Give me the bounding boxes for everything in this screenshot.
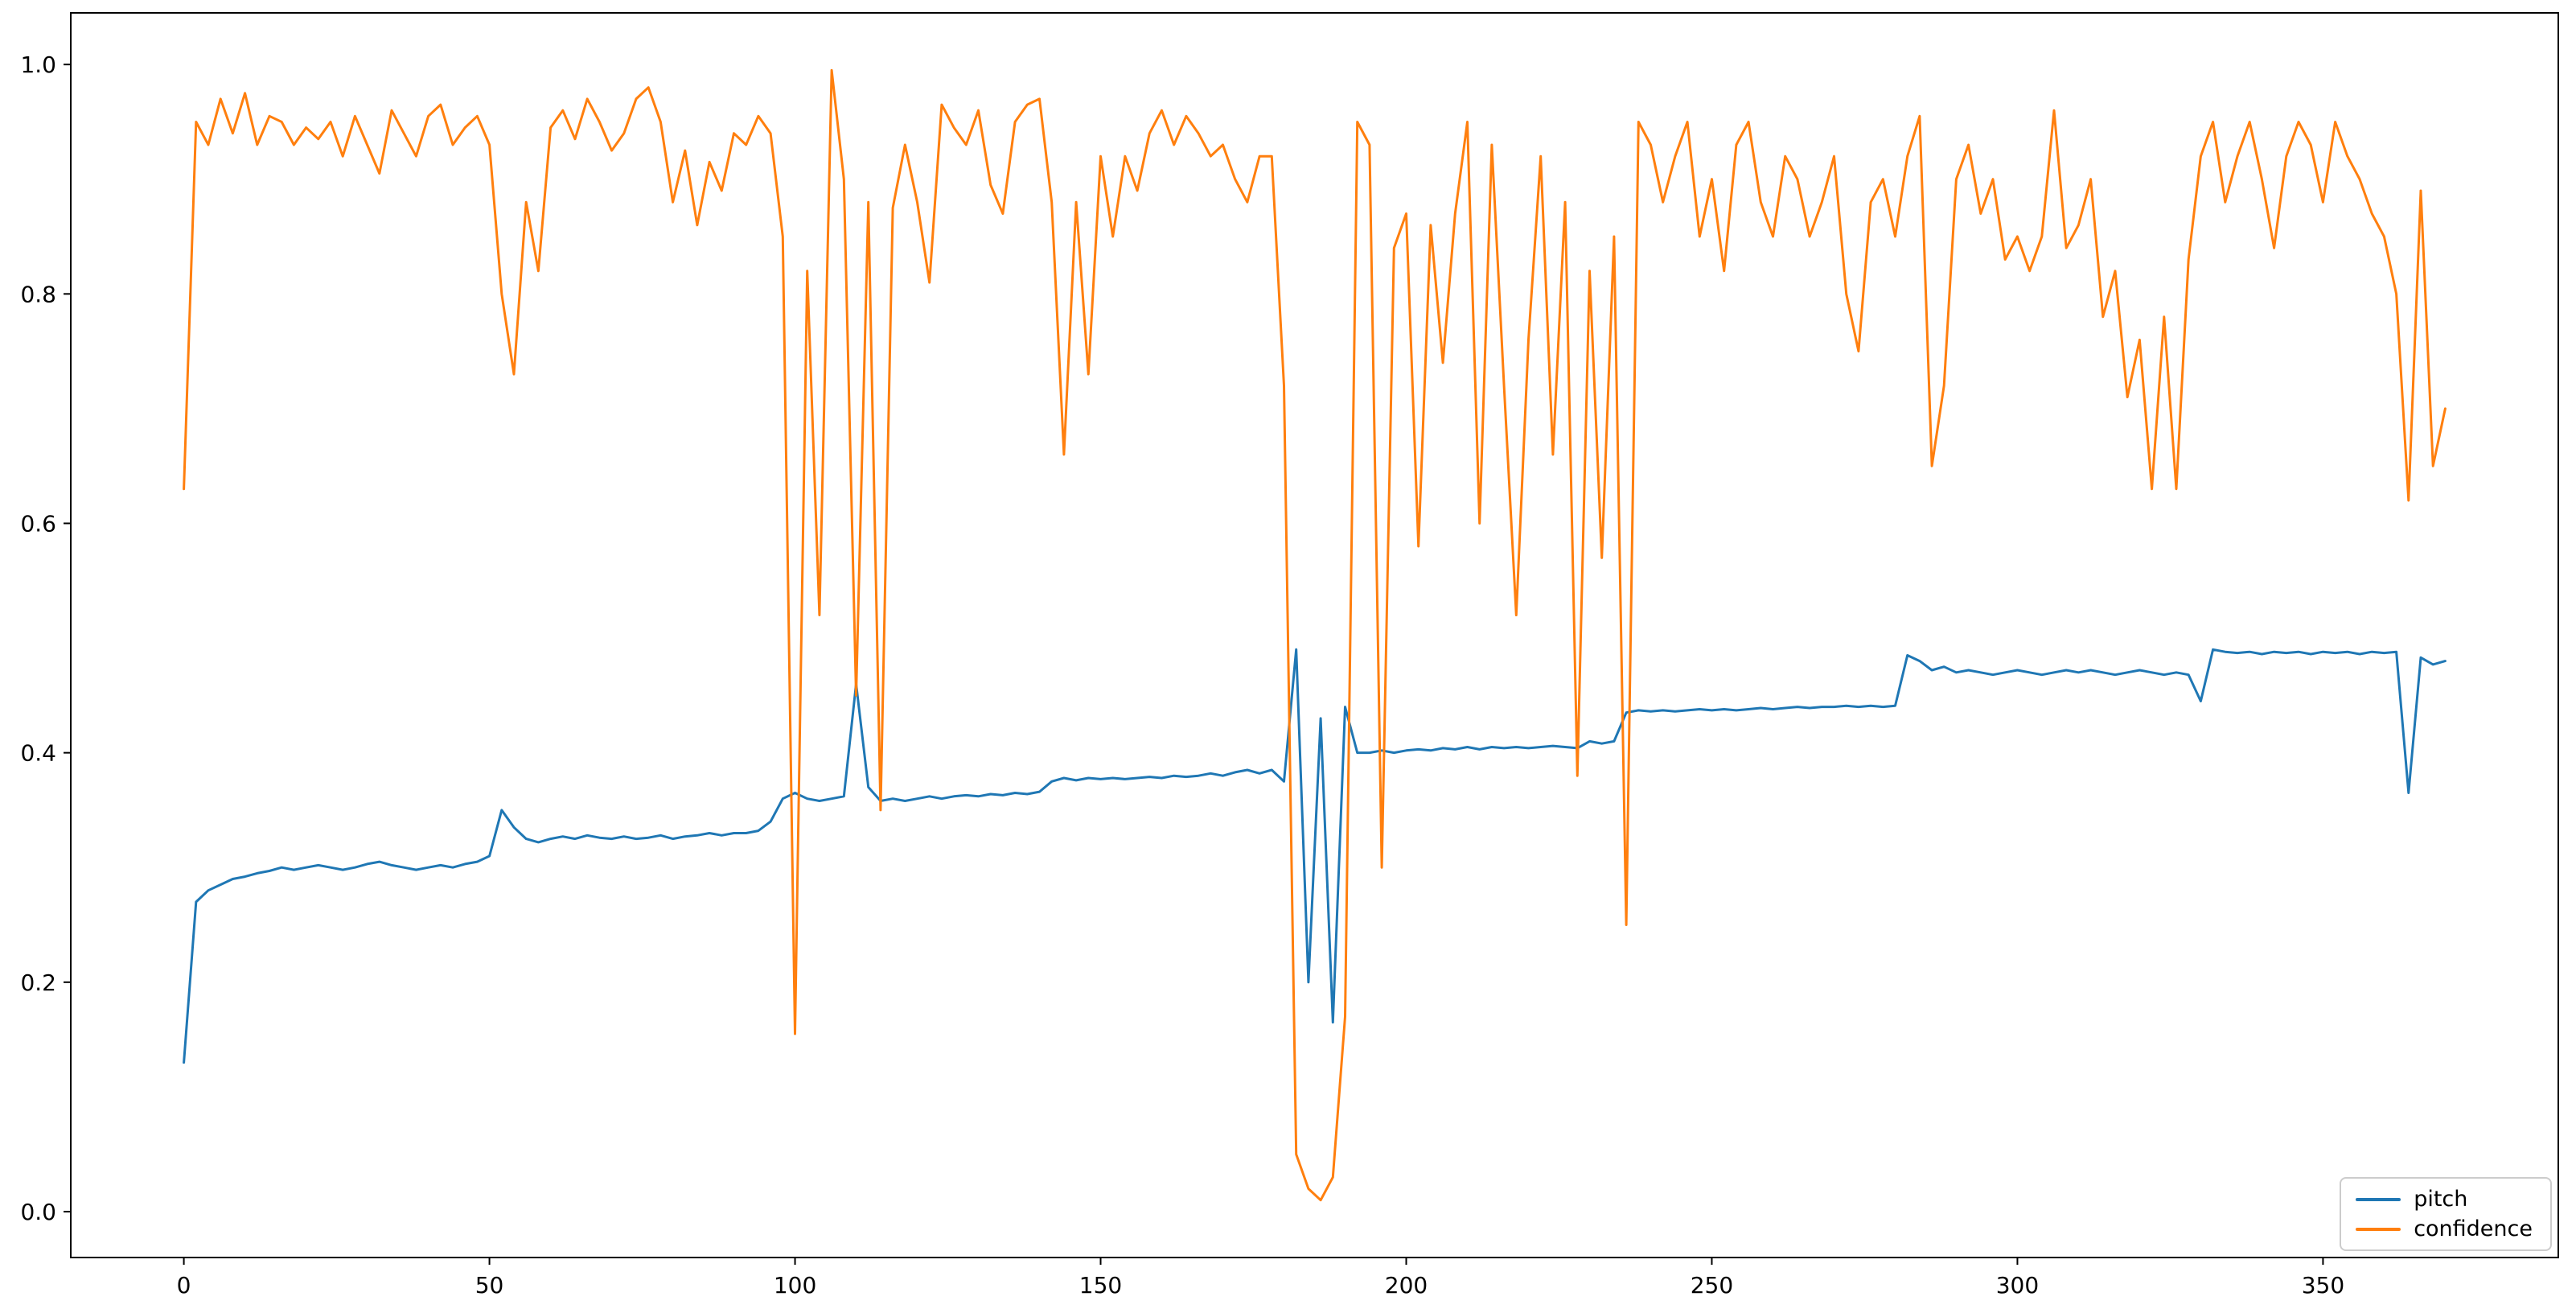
confidence-line-swatch <box>2356 1227 2401 1231</box>
legend-item-confidence: confidence <box>2356 1218 2533 1240</box>
pitch-line-swatch <box>2356 1197 2401 1201</box>
x-tick-label: 50 <box>475 1272 504 1299</box>
legend-item-pitch: pitch <box>2356 1188 2533 1210</box>
x-tick-label: 150 <box>1079 1272 1122 1299</box>
x-tick-label: 350 <box>2302 1272 2344 1299</box>
x-tick-label: 0 <box>177 1272 191 1299</box>
y-tick-label: 0.2 <box>20 969 56 996</box>
y-tick-label: 1.0 <box>20 51 56 78</box>
y-tick-label: 0.6 <box>20 510 56 537</box>
legend-label-confidence: confidence <box>2414 1216 2533 1241</box>
x-tick-label: 100 <box>774 1272 816 1299</box>
y-tick-label: 0.8 <box>20 281 56 307</box>
legend-label-pitch: pitch <box>2414 1187 2468 1212</box>
series-line-pitch <box>183 648 2447 1064</box>
x-tick-label: 300 <box>1996 1272 2039 1299</box>
y-tick-label: 0.4 <box>20 740 56 767</box>
y-tick-label: 0.0 <box>20 1199 56 1225</box>
legend: pitch confidence <box>2340 1177 2552 1251</box>
plot-area-border <box>70 12 2559 1258</box>
series-line-confidence <box>183 68 2447 1202</box>
x-tick-label: 250 <box>1691 1272 1733 1299</box>
x-tick-label: 200 <box>1385 1272 1428 1299</box>
